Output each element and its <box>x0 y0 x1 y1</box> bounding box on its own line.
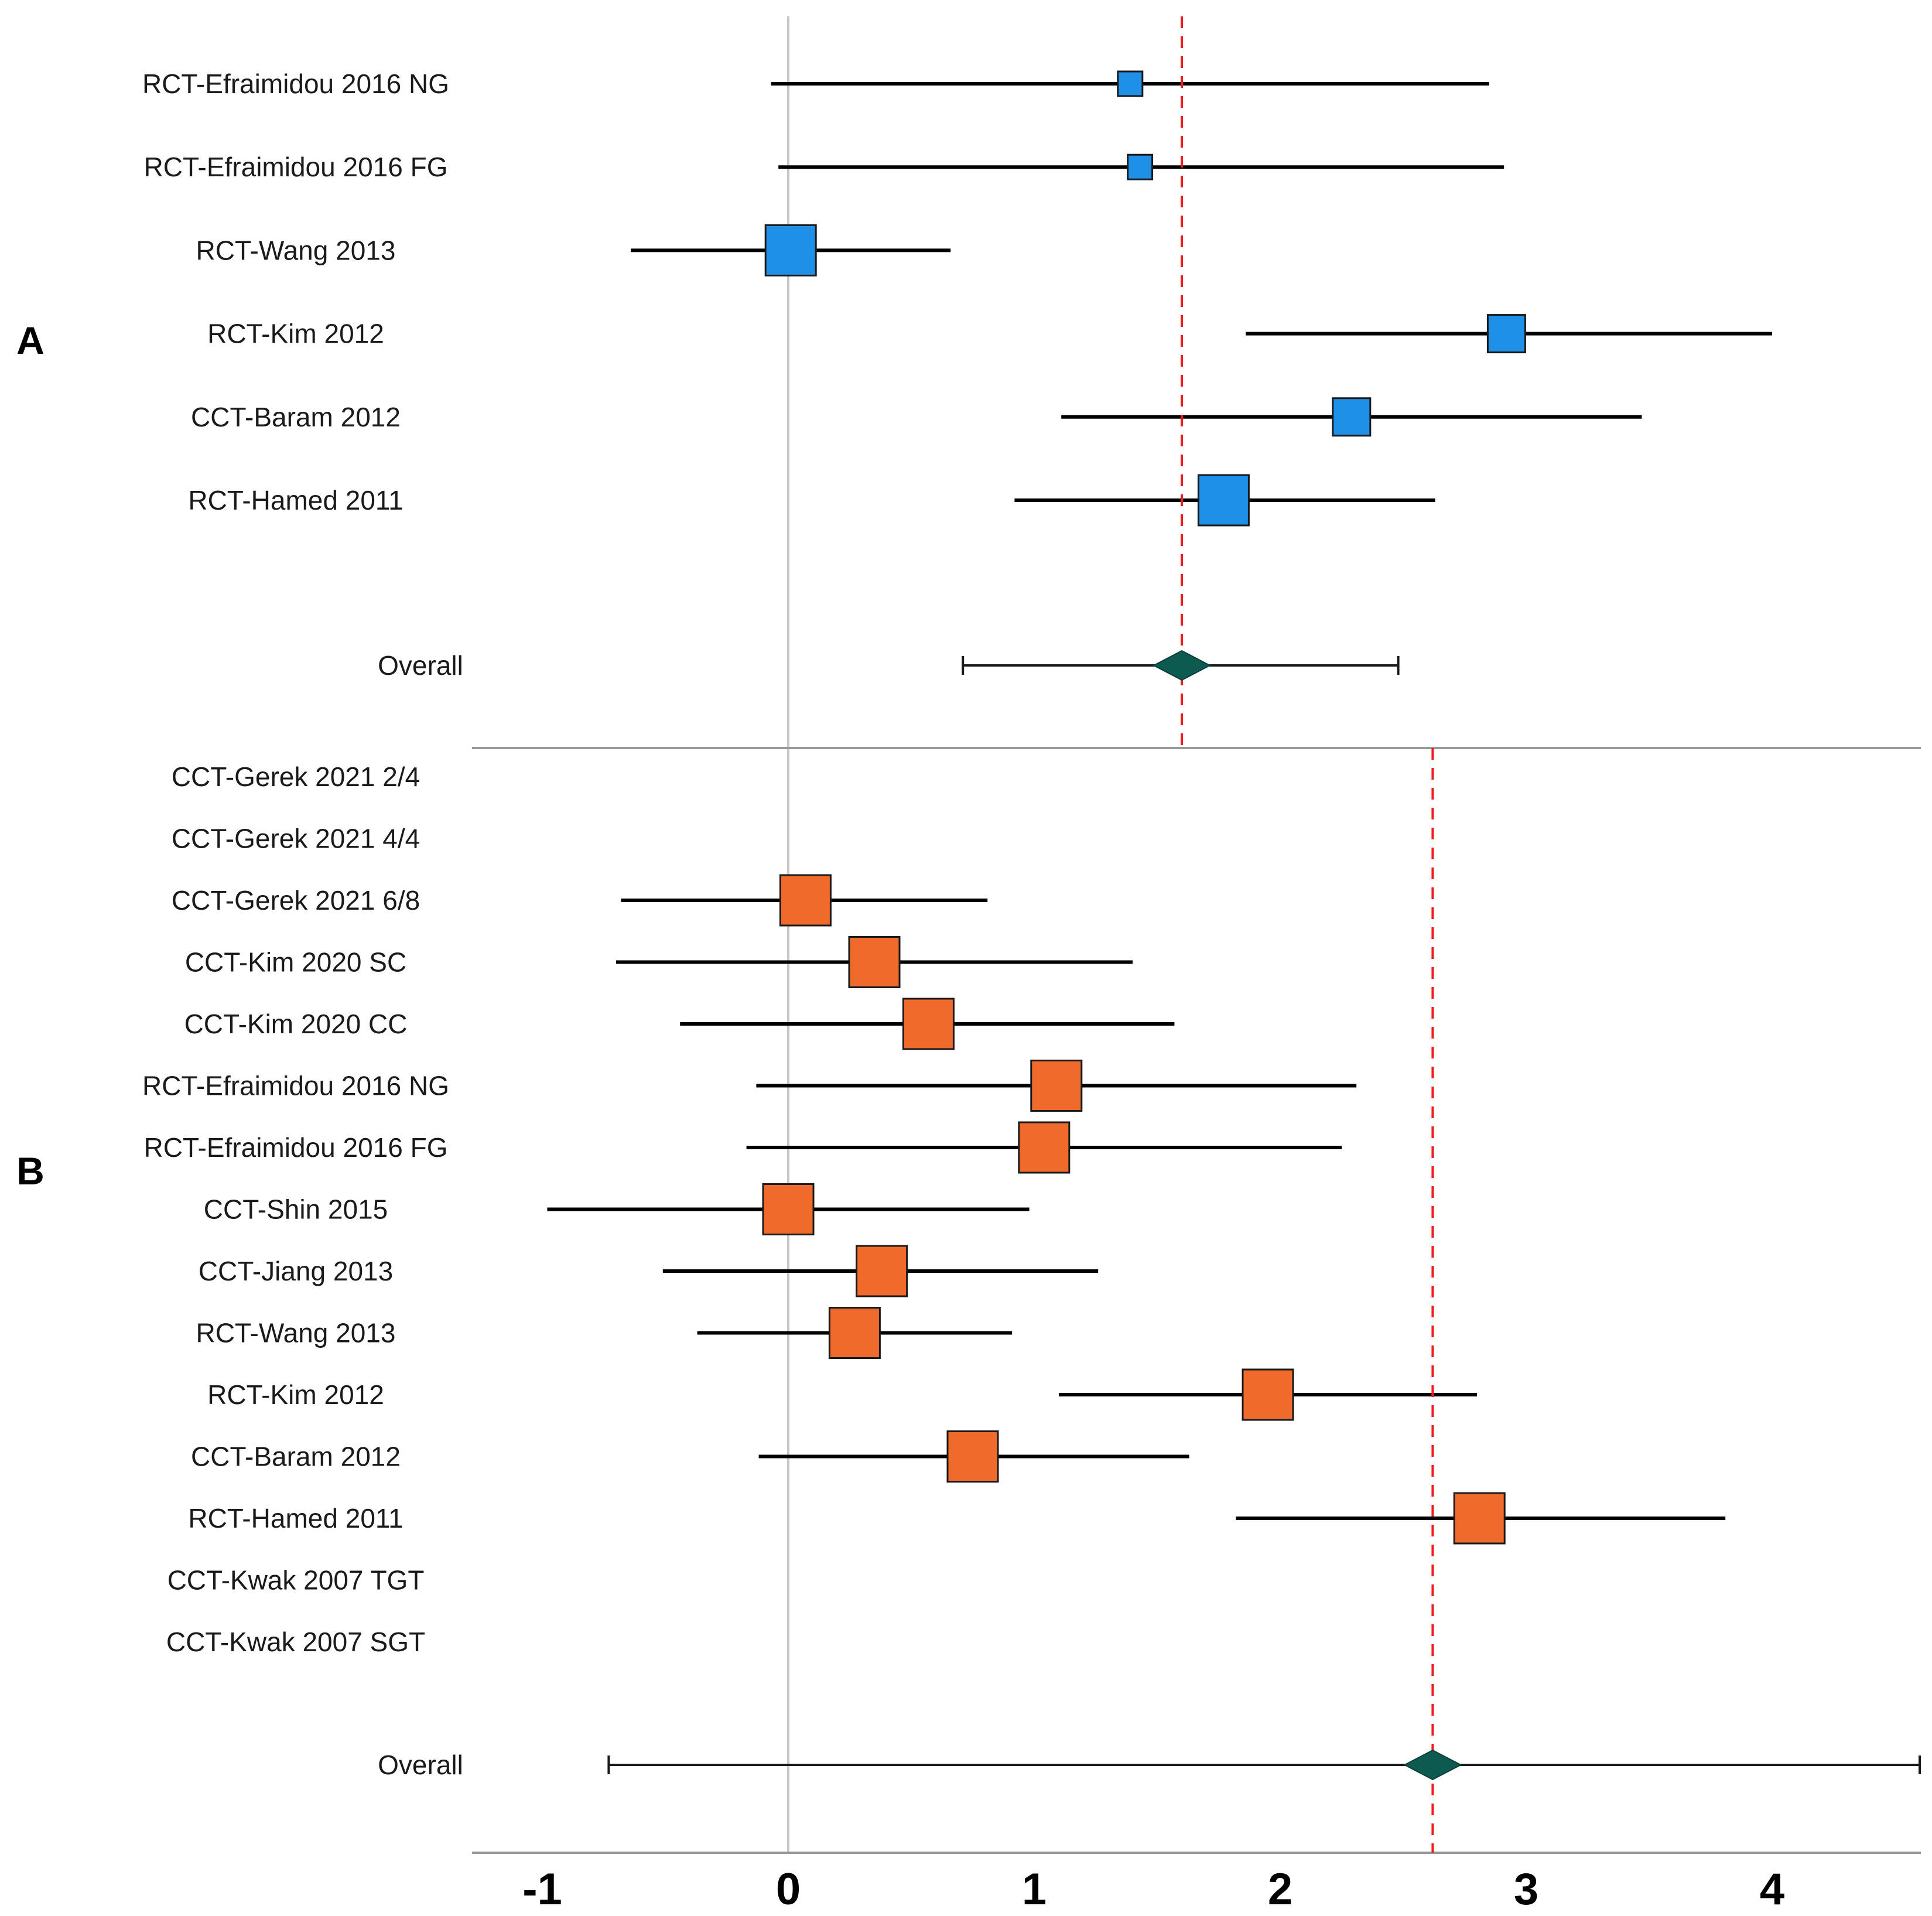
study-label: RCT-Efraimidou 2016 FG <box>144 152 448 182</box>
study-label: RCT-Efraimidou 2016 NG <box>142 1071 449 1101</box>
overall-diamond <box>1152 650 1212 681</box>
x-tick-label: 4 <box>1760 1864 1784 1914</box>
study-effect-square <box>1117 70 1144 97</box>
study-label: CCT-Baram 2012 <box>191 402 401 432</box>
study-label: RCT-Efraimidou 2016 NG <box>142 69 449 99</box>
study-label: CCT-Kwak 2007 TGT <box>167 1565 425 1596</box>
study-effect-square <box>828 1307 881 1359</box>
study-label: RCT-Hamed 2011 <box>188 485 403 515</box>
study-label: CCT-Kim 2020 SC <box>185 947 406 978</box>
study-label: RCT-Hamed 2011 <box>188 1503 403 1534</box>
label-layer: A RCT-Efraimidou 2016 NG RCT-Efraimidou 20… <box>16 69 1784 1914</box>
panel-letter-b: B <box>16 1149 45 1193</box>
study-effect-square <box>779 874 832 927</box>
study-effect-square <box>1030 1060 1083 1112</box>
x-tick-label: 1 <box>1022 1864 1047 1914</box>
study-effect-square <box>764 224 817 276</box>
study-effect-square <box>1018 1121 1071 1174</box>
x-tick-label: -1 <box>522 1864 562 1914</box>
study-label: CCT-Jiang 2013 <box>199 1256 393 1286</box>
overall-label: Overall <box>378 650 463 681</box>
study-effect-square <box>848 936 901 988</box>
study-label: CCT-Baram 2012 <box>191 1442 401 1472</box>
study-effect-square <box>1127 153 1154 180</box>
study-label: RCT-Kim 2012 <box>207 319 384 349</box>
pooled-effect-line-layer <box>1181 16 1434 1853</box>
study-effect-square <box>856 1245 908 1297</box>
panel-letter-a: A <box>16 319 45 362</box>
study-effect-square <box>1332 397 1372 437</box>
study-label: CCT-Shin 2015 <box>204 1194 388 1225</box>
study-label: RCT-Wang 2013 <box>196 235 396 265</box>
study-label: CCT-Kim 2020 CC <box>184 1009 408 1039</box>
study-effect-square <box>902 998 955 1050</box>
confidence-interval-layer <box>547 82 1921 1774</box>
study-effect-square <box>1197 474 1250 527</box>
study-effect-square <box>946 1430 999 1483</box>
study-label: RCT-Kim 2012 <box>207 1379 384 1410</box>
effect-marker-layer <box>762 70 1526 1781</box>
study-label: CCT-Gerek 2021 6/8 <box>172 885 420 916</box>
study-label: CCT-Kwak 2007 SGT <box>166 1627 425 1657</box>
x-tick-label: 2 <box>1268 1864 1292 1914</box>
study-label: CCT-Gerek 2021 2/4 <box>172 761 420 792</box>
overall-label: Overall <box>378 1750 463 1780</box>
study-effect-square <box>1242 1368 1294 1421</box>
overall-diamond <box>1403 1749 1462 1781</box>
study-effect-square <box>1486 314 1526 354</box>
study-effect-square <box>762 1183 815 1235</box>
panel-separator-layer <box>472 747 1921 1854</box>
study-effect-square <box>1453 1492 1506 1545</box>
study-label: CCT-Gerek 2021 4/4 <box>172 824 420 854</box>
x-tick-label: 0 <box>776 1864 801 1914</box>
x-tick-label: 3 <box>1514 1864 1538 1914</box>
study-label: RCT-Efraimidou 2016 FG <box>144 1132 448 1163</box>
study-label: RCT-Wang 2013 <box>196 1318 396 1348</box>
